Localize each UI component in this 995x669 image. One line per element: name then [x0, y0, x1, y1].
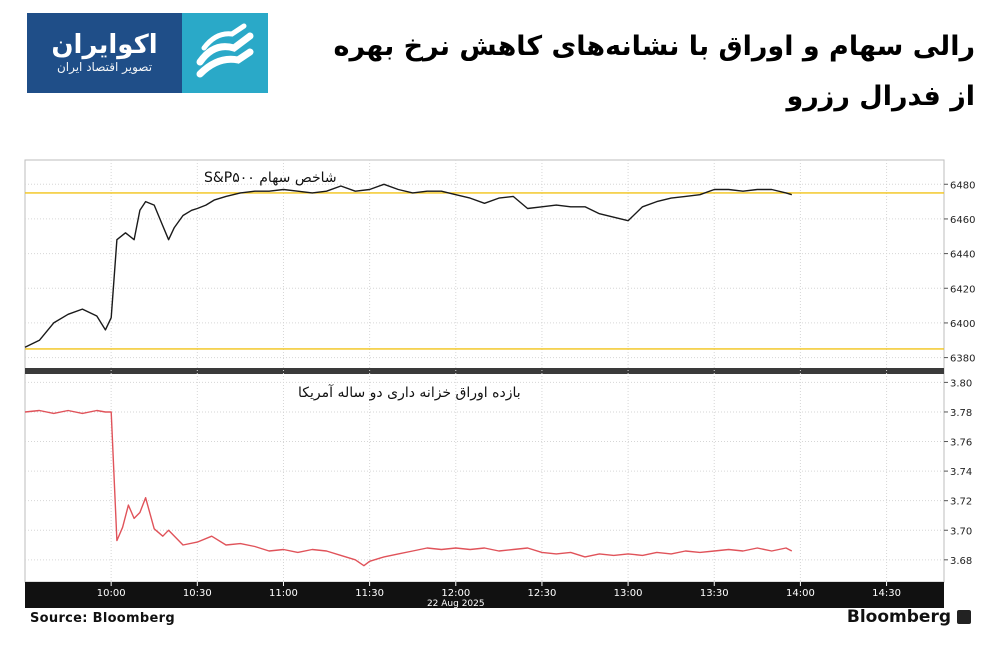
brand-logo[interactable]: اکوایران تصویر اقتصاد ایران [27, 13, 268, 93]
x-axis-date-label: 22 Aug 2025 [427, 599, 485, 609]
headline-line-1: رالی سهام و اوراق با نشانه‌های کاهش نرخ … [333, 31, 975, 62]
y-tick-label: 3.70 [950, 526, 972, 537]
x-tick-label: 13:00 [614, 588, 643, 599]
spx-panel-title: شاخص سهام S&P۵۰۰ [204, 170, 337, 186]
y-tick-label: 3.68 [950, 556, 972, 567]
y-tick-label: 6420 [950, 284, 975, 295]
headline-line-2: از فدرال رزرو [786, 81, 975, 112]
logo-text-block: اکوایران تصویر اقتصاد ایران [27, 13, 182, 93]
logo-name: اکوایران [51, 29, 158, 60]
source-note: Source: Bloomberg [30, 611, 175, 626]
y-tick-label: 6380 [950, 354, 975, 365]
bloomberg-terminal-icon [957, 610, 971, 624]
y-tick-label: 3.76 [950, 438, 972, 449]
x-tick-label: 13:30 [700, 588, 729, 599]
time-axis-bar [25, 582, 944, 608]
panel-divider [25, 368, 944, 374]
dual-line-chart: 6380 6400 6420 6440 6460 6480 شاخص سهام S&P۵۰۰… [24, 159, 975, 609]
y-tick-label: 3.72 [950, 497, 972, 508]
x-tick-label: 10:00 [97, 588, 126, 599]
yield-panel-title: بازده اوراق خزانه داری دو ساله آمریکا [298, 384, 521, 401]
y-tick-label: 3.74 [950, 467, 972, 478]
x-tick-label: 12:00 [441, 588, 470, 599]
x-tick-label: 14:00 [786, 588, 815, 599]
yield-series-line [24, 409, 793, 567]
spx-series-line [24, 183, 793, 348]
y-tick-label: 3.80 [950, 378, 972, 389]
wave-emblem-icon [196, 23, 254, 78]
logo-emblem-icon [182, 13, 268, 93]
x-tick-label: 11:00 [269, 588, 298, 599]
y-tick-label: 6440 [950, 250, 975, 261]
y-tick-label: 6460 [950, 215, 975, 226]
logo-tagline: تصویر اقتصاد ایران [56, 59, 153, 74]
brand-label: Bloomberg [846, 607, 951, 627]
chart-area: 6380 6400 6420 6440 6460 6480 شاخص سهام S&P۵۰۰… [0, 150, 995, 620]
headline: رالی سهام و اوراق با نشانه‌های کاهش نرخ … [295, 22, 975, 122]
bloomberg-brand: Bloomberg [847, 607, 971, 627]
x-tick-label: 10:30 [183, 588, 212, 599]
y-tick-label: 3.78 [950, 408, 972, 419]
x-tick-label: 11:30 [355, 588, 384, 599]
x-tick-label: 12:30 [528, 588, 557, 599]
y-tick-label: 6480 [950, 180, 975, 191]
y-tick-label: 6400 [950, 319, 975, 330]
x-tick-label: 14:30 [872, 588, 901, 599]
